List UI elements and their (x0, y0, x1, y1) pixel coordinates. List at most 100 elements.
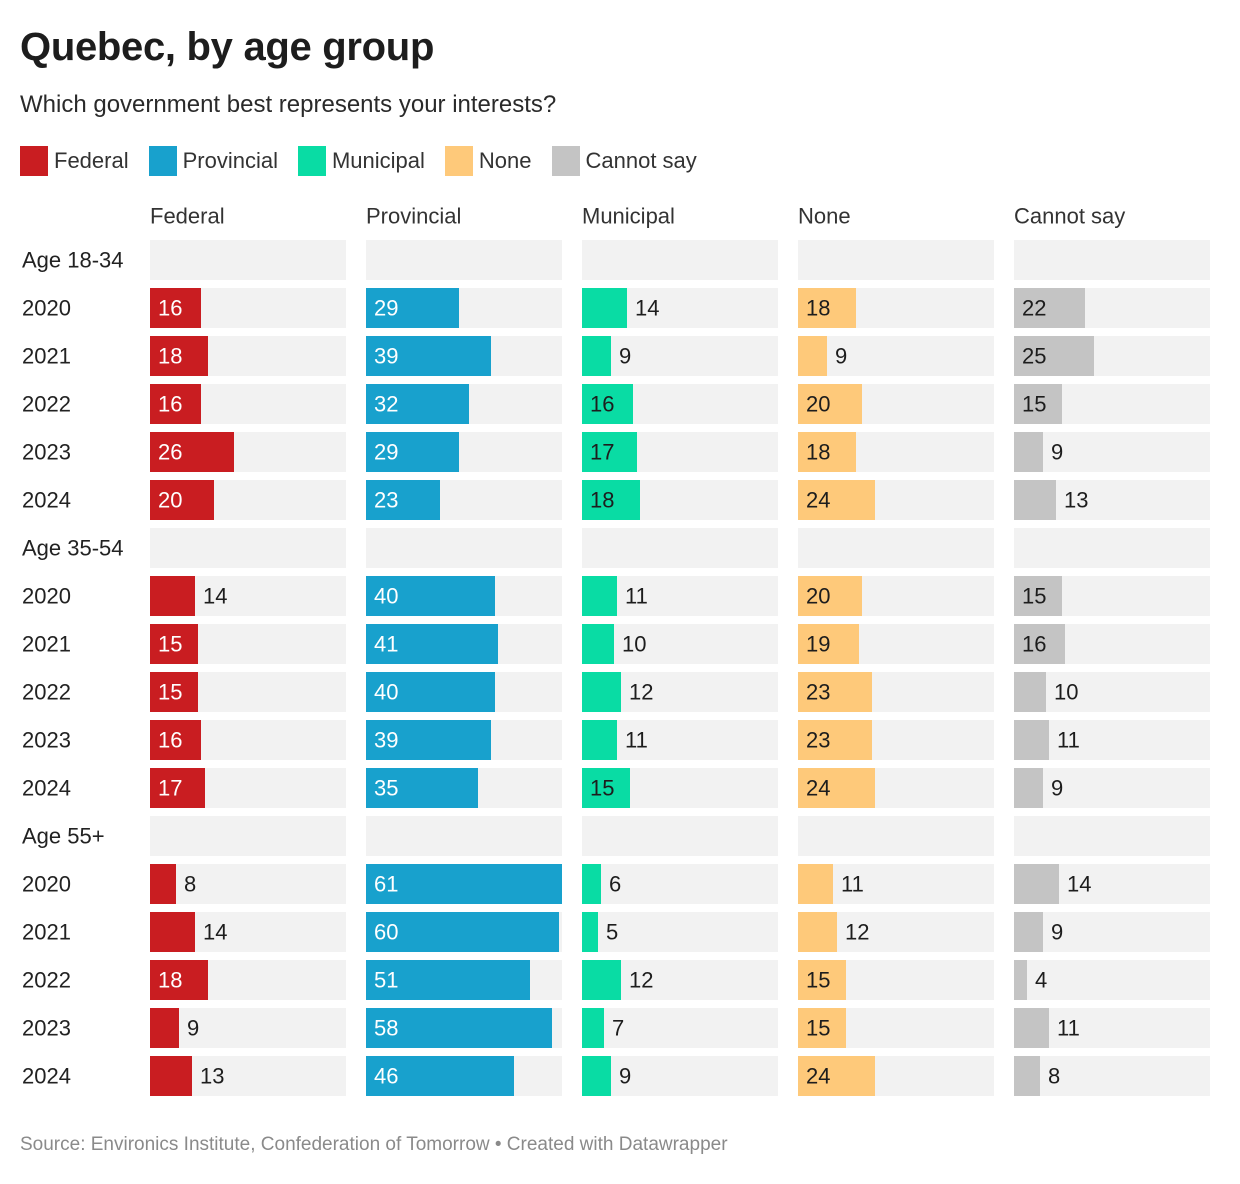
background-bar (1014, 960, 1210, 1000)
legend-swatch (297, 146, 326, 176)
legend-item-provincial: Provincial (148, 146, 278, 176)
background-bar (1014, 912, 1210, 952)
legend-item-municipal: Municipal (297, 146, 425, 176)
year-label: 2024 (22, 1064, 71, 1089)
bar-federal (150, 720, 201, 760)
bar-cannot-say (1014, 480, 1056, 520)
legend-label: Provincial (182, 148, 278, 173)
background-bar (798, 336, 994, 376)
background-bar (582, 624, 778, 664)
bar-provincial (366, 864, 562, 904)
group-background-bar (798, 816, 994, 856)
legend-label: Cannot say (585, 148, 697, 173)
bar-none (798, 624, 859, 664)
bar-none (798, 912, 837, 952)
bar-municipal (582, 912, 598, 952)
bar-none (798, 720, 872, 760)
legend-swatch (20, 146, 48, 176)
value-label: 22 (1022, 296, 1046, 321)
year-label: 2021 (22, 920, 71, 945)
source-footer: Source: Environics Institute, Confederat… (20, 1134, 728, 1155)
legend-item-none: None (444, 146, 532, 176)
group-background-bar (150, 816, 346, 856)
bar-provincial (366, 624, 498, 664)
bar-cannot-say (1014, 288, 1085, 328)
column-header-federal: Federal (150, 204, 225, 229)
value-label: 39 (374, 728, 398, 753)
background-bar (1014, 432, 1210, 472)
background-bar (582, 1056, 778, 1096)
value-label: 17 (158, 776, 182, 801)
bar-federal (150, 1056, 192, 1096)
value-label: 11 (841, 872, 864, 897)
group-background-bar (366, 528, 562, 568)
value-label: 9 (619, 1064, 631, 1089)
bar-none (798, 1056, 875, 1096)
bar-provincial (366, 288, 459, 328)
value-label: 23 (806, 728, 830, 753)
bar-cannot-say (1014, 384, 1062, 424)
value-label: 58 (374, 1016, 398, 1041)
bar-cannot-say (1014, 1056, 1040, 1096)
legend-swatch (148, 146, 177, 176)
value-label: 16 (1022, 632, 1046, 657)
bar-provincial (366, 432, 459, 472)
year-label: 2020 (22, 296, 71, 321)
value-label: 12 (629, 968, 653, 993)
group-background-bar (582, 240, 778, 280)
value-label: 32 (374, 392, 398, 417)
value-label: 60 (374, 920, 398, 945)
value-label: 9 (835, 344, 847, 369)
value-label: 12 (845, 920, 869, 945)
year-label: 2021 (22, 344, 71, 369)
bar-municipal (582, 720, 617, 760)
bar-municipal (582, 384, 633, 424)
year-label: 2020 (22, 584, 71, 609)
column-header-none: None (798, 204, 851, 229)
value-label: 7 (612, 1016, 624, 1041)
value-label: 4 (1035, 968, 1047, 993)
value-label: 35 (374, 776, 398, 801)
value-label: 10 (622, 632, 646, 657)
bar-municipal (582, 624, 614, 664)
background-bar (582, 1008, 778, 1048)
year-label: 2024 (22, 776, 71, 801)
bar-federal (150, 576, 195, 616)
value-label: 24 (806, 488, 830, 513)
bar-federal (150, 864, 176, 904)
year-label: 2023 (22, 728, 71, 753)
value-label: 23 (374, 488, 398, 513)
value-label: 8 (1048, 1064, 1060, 1089)
bar-provincial (366, 960, 530, 1000)
bar-federal (150, 480, 214, 520)
value-label: 25 (1022, 344, 1046, 369)
background-bar (1014, 768, 1210, 808)
bar-municipal (582, 336, 611, 376)
bar-federal (150, 1008, 179, 1048)
legend-label: Municipal (331, 148, 425, 173)
year-label: 2023 (22, 440, 71, 465)
bar-none (798, 336, 827, 376)
value-label: 24 (806, 776, 830, 801)
value-label: 14 (203, 584, 227, 609)
group-background-bar (798, 240, 994, 280)
value-label: 9 (619, 344, 631, 369)
bar-municipal (582, 1056, 611, 1096)
value-label: 20 (806, 392, 830, 417)
bar-none (798, 576, 862, 616)
chart-title: Quebec, by age group (20, 25, 435, 69)
bar-cannot-say (1014, 912, 1043, 952)
bar-provincial (366, 576, 495, 616)
bar-none (798, 1008, 846, 1048)
year-label: 2021 (22, 632, 71, 657)
bar-federal (150, 624, 198, 664)
group-background-bar (798, 528, 994, 568)
value-label: 9 (1051, 440, 1063, 465)
bar-municipal (582, 672, 621, 712)
value-label: 16 (158, 296, 182, 321)
bar-federal (150, 768, 205, 808)
value-label: 26 (158, 440, 182, 465)
bar-provincial (366, 336, 491, 376)
value-label: 15 (590, 776, 614, 801)
year-label: 2024 (22, 488, 71, 513)
